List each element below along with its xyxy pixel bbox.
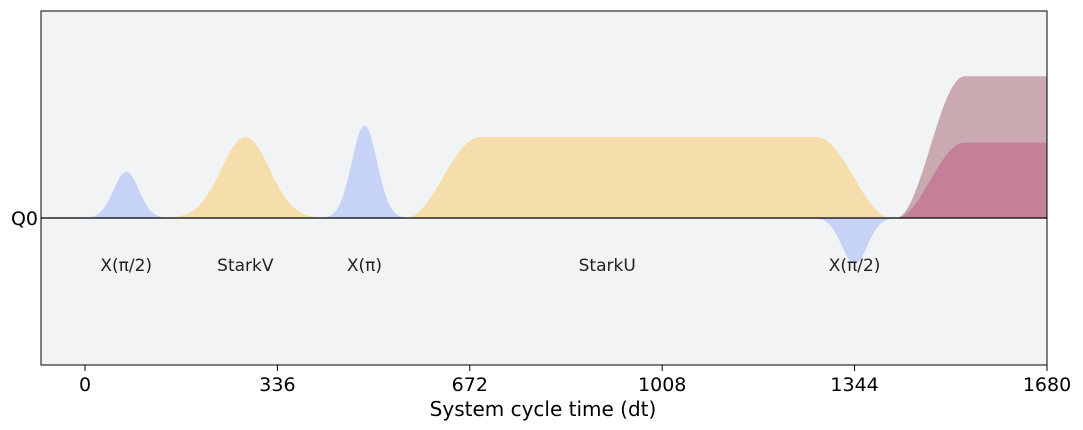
x-tick-label: 672 — [452, 374, 488, 396]
pulse-3-starku — [405, 137, 892, 218]
pulse-label: X(π/2) — [100, 256, 152, 276]
channel-label: Q0 — [11, 208, 38, 230]
pulse-layer — [85, 76, 1047, 265]
pulse-label: X(π) — [347, 256, 382, 276]
plot-frame — [40, 10, 1048, 366]
x-tick-label: 0 — [79, 374, 91, 396]
x-tick-label: 1680 — [1023, 374, 1071, 396]
x-axis-title: System cycle time (dt) — [430, 397, 657, 421]
x-tick-label: 336 — [259, 374, 295, 396]
pulse-2-x- — [323, 125, 406, 218]
pulse-6-readout_lower — [895, 142, 1047, 218]
pulse-label: StarkV — [217, 256, 274, 276]
pulse-0-x-2- — [85, 171, 168, 218]
pulse-4-x-2- — [813, 218, 896, 265]
pulse-label: StarkU — [579, 256, 636, 276]
pulse-label: X(π/2) — [829, 256, 881, 276]
x-axis-ticks: 0 336 672 1008 1344 1680 — [79, 365, 1071, 396]
pulse-1-starkv — [167, 137, 324, 218]
pulse-labels: X(π/2) StarkV X(π) StarkU X(π/2) — [100, 256, 880, 276]
x-tick-label: 1008 — [638, 374, 686, 396]
x-tick-label: 1344 — [830, 374, 878, 396]
